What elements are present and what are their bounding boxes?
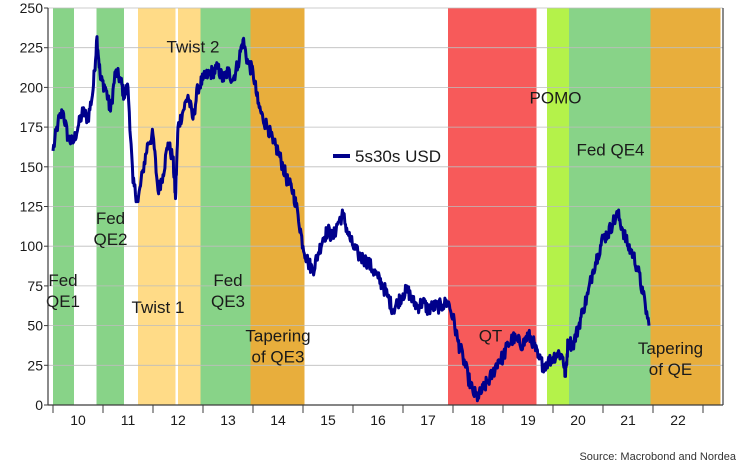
annotation-twist-1: Twist 1: [132, 298, 185, 317]
annotation-line: Fed: [96, 209, 125, 228]
annotation-fed-qe1: Fed QE1: [46, 271, 80, 311]
x-tick-label: 13: [220, 412, 236, 428]
x-tick-label: 21: [620, 412, 636, 428]
x-tick-label: 14: [270, 412, 286, 428]
source-note: Source: Macrobond and Nordea: [579, 451, 736, 463]
annotation-line: Fed: [213, 271, 242, 290]
annotation-fed-qe2: Fed QE2: [93, 209, 127, 249]
x-tick-label: 19: [520, 412, 536, 428]
annotation-line: Tapering: [245, 326, 310, 345]
annotation-line: of QE: [649, 360, 692, 379]
annotation-fed-qe4: Fed QE4: [576, 141, 644, 160]
x-tick-label: 10: [70, 412, 86, 428]
annotation-line: of QE3: [252, 347, 305, 366]
legend: 5s30s USD: [333, 147, 441, 166]
annotation-qt: QT: [479, 326, 503, 345]
annotation-tapering-qe3: Tapering of QE3: [245, 326, 310, 366]
annotation-tapering-qe: Tapering of QE: [638, 339, 703, 379]
tick-labels: 0 25 50 75 100 125 150 175 200 225 250 10 11 12 13 14 15…: [20, 0, 686, 428]
annotation-line: Twist 2: [167, 37, 220, 56]
annotation-line: Tapering: [638, 339, 703, 358]
y-tick-label: 50: [27, 318, 43, 334]
annotation-line: POMO: [530, 88, 582, 107]
annotation-twist-2: Twist 2: [167, 37, 220, 56]
x-tick-label: 16: [370, 412, 386, 428]
x-tick-label: 11: [121, 412, 136, 428]
y-tick-label: 200: [20, 79, 44, 95]
annotation-pomo: POMO: [530, 88, 582, 107]
y-tick-label: 125: [20, 199, 44, 215]
x-tick-label: 20: [570, 412, 586, 428]
y-tick-label: 25: [27, 357, 43, 373]
y-tick-label: 150: [20, 159, 44, 175]
annotation-line: QE2: [93, 230, 127, 249]
series-line-5s30s-usd: [51, 35, 651, 403]
y-tick-label: 100: [20, 238, 44, 254]
y-tick-label: 175: [20, 119, 44, 135]
x-tick-label: 15: [320, 412, 336, 428]
annotation-line: QE3: [211, 292, 245, 311]
x-tick-label: 18: [470, 412, 486, 428]
legend-label: 5s30s USD: [355, 147, 441, 166]
y-tick-label: 0: [35, 397, 43, 413]
x-tick-label: 22: [670, 412, 686, 428]
annotation-line: QT: [479, 326, 503, 345]
annotation-line: Fed: [48, 271, 77, 290]
y-tick-label: 225: [20, 40, 44, 56]
x-tick-label: 17: [420, 412, 436, 428]
y-tick-label: 250: [20, 0, 44, 16]
series-lines: [51, 35, 651, 403]
annotation-fed-qe3: Fed QE3: [211, 271, 245, 311]
annotation-line: QE1: [46, 292, 80, 311]
x-tick-label: 12: [170, 412, 186, 428]
axes: [44, 7, 724, 413]
annotation-line: Fed QE4: [576, 141, 644, 160]
annotation-line: Twist 1: [132, 298, 185, 317]
y-tick-label: 75: [27, 278, 43, 294]
gridlines: [48, 7, 723, 366]
